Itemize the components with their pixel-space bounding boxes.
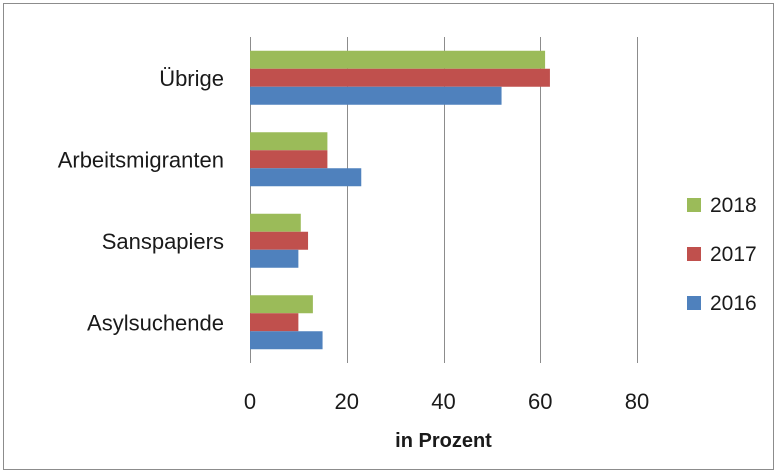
category-label: Übrige xyxy=(159,66,224,91)
tick-labels: 0 20 40 60 80 xyxy=(244,389,649,414)
bar-2017-1 xyxy=(250,150,327,168)
category-label: Asylsuchende xyxy=(87,310,224,335)
bar-2018-3 xyxy=(250,295,313,313)
legend-swatch-2017 xyxy=(687,247,701,261)
legend-swatch-2018 xyxy=(687,198,701,212)
legend-label: 2017 xyxy=(710,243,757,266)
category-labels: Übrige Arbeitsmigranten Sanspapiers Asylsuc… xyxy=(58,66,224,336)
bar-2018-1 xyxy=(250,132,327,150)
legend-label: 2018 xyxy=(710,194,757,217)
legend-label: 2016 xyxy=(710,292,757,315)
bar-2016-2 xyxy=(250,250,298,268)
bar-2018-2 xyxy=(250,214,301,232)
bar-2016-0 xyxy=(250,87,502,105)
category-label: Arbeitsmigranten xyxy=(58,147,224,172)
bar-2018-0 xyxy=(250,51,545,69)
bar-2017-0 xyxy=(250,69,550,87)
bar-2017-3 xyxy=(250,313,298,331)
bar-2017-2 xyxy=(250,232,308,250)
bar-2016-3 xyxy=(250,331,323,349)
legend: 2018 2017 2016 xyxy=(687,194,757,315)
tick-label: 20 xyxy=(335,389,359,414)
tick-label: 0 xyxy=(244,389,256,414)
tick-label: 80 xyxy=(625,389,649,414)
legend-swatch-2016 xyxy=(687,296,701,310)
bar-2016-1 xyxy=(250,168,361,186)
tick-label: 40 xyxy=(431,389,455,414)
x-axis-title: in Prozent xyxy=(395,430,492,452)
tick-label: 60 xyxy=(528,389,552,414)
category-label: Sanspapiers xyxy=(102,229,224,254)
bars xyxy=(250,51,550,350)
